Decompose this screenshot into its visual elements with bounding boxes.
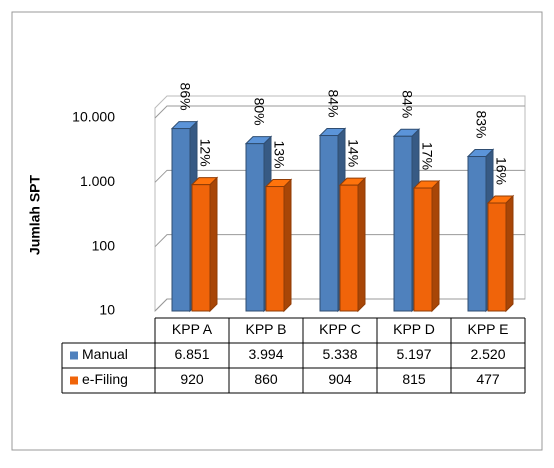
share-label: 83% bbox=[473, 110, 489, 138]
legend-label: Manual bbox=[82, 346, 128, 362]
bar-side bbox=[357, 176, 366, 313]
bar bbox=[245, 143, 265, 312]
share-label: 84% bbox=[325, 90, 341, 118]
share-label: 80% bbox=[251, 98, 267, 126]
bar-side bbox=[505, 194, 514, 313]
legend-key bbox=[70, 376, 78, 385]
bar-side bbox=[431, 179, 440, 313]
table-value: 860 bbox=[254, 371, 278, 387]
table-value: 477 bbox=[476, 371, 500, 387]
grid-line bbox=[154, 105, 525, 119]
y-axis-label: Jumlah SPT bbox=[27, 174, 43, 255]
table-value: 5.338 bbox=[322, 346, 357, 362]
share-label: 13% bbox=[271, 141, 287, 169]
bar-side bbox=[209, 176, 218, 313]
table-value: 815 bbox=[402, 371, 426, 387]
share-label: 17% bbox=[419, 142, 435, 170]
bar bbox=[467, 156, 487, 312]
share-label: 86% bbox=[177, 83, 193, 111]
share-label: 16% bbox=[493, 157, 509, 185]
share-label: 12% bbox=[197, 139, 213, 167]
bar bbox=[487, 202, 507, 312]
table-value: 904 bbox=[328, 371, 352, 387]
x-tick-label: KPP E bbox=[468, 321, 509, 337]
x-tick-label: KPP A bbox=[172, 321, 213, 337]
legend-key bbox=[70, 351, 78, 360]
y-tick-label: 10.000 bbox=[72, 109, 115, 125]
bar-side bbox=[283, 178, 292, 313]
x-tick-label: KPP D bbox=[393, 321, 435, 337]
table-value: 3.994 bbox=[248, 346, 283, 362]
bar bbox=[393, 135, 413, 312]
bar bbox=[191, 184, 211, 312]
y-tick-label: 1.000 bbox=[80, 173, 115, 189]
bar bbox=[413, 187, 433, 312]
bar bbox=[171, 128, 191, 312]
y-tick-label: 10 bbox=[99, 302, 115, 318]
x-tick-label: KPP B bbox=[246, 321, 287, 337]
share-label: 84% bbox=[399, 90, 415, 118]
x-tick-label: KPP C bbox=[319, 321, 361, 337]
share-label: 14% bbox=[345, 139, 361, 167]
y-tick-label: 100 bbox=[92, 237, 116, 253]
bar bbox=[319, 135, 339, 312]
table-value: 920 bbox=[180, 371, 204, 387]
table-value: 5.197 bbox=[396, 346, 431, 362]
bar bbox=[265, 186, 285, 312]
bar bbox=[339, 184, 359, 312]
table-value: 6.851 bbox=[174, 346, 209, 362]
table-value: 2.520 bbox=[470, 346, 505, 362]
legend-label: e-Filing bbox=[82, 371, 128, 387]
